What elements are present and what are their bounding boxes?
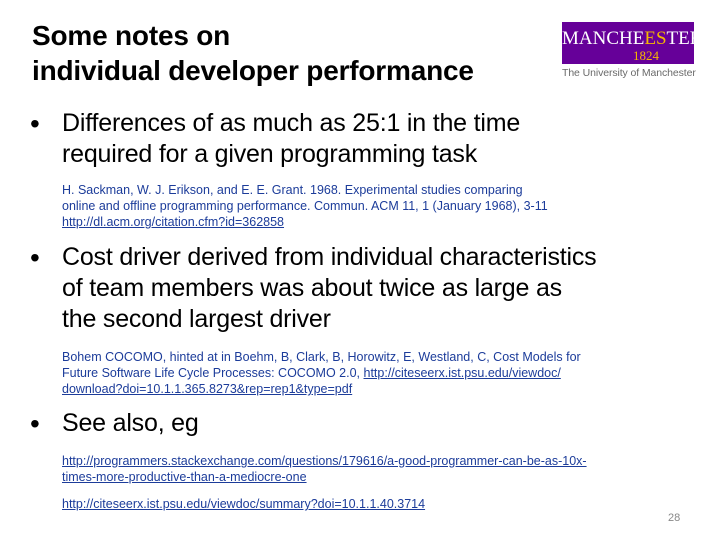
reference-3b: http://citeseerx.ist.psu.edu/viewdoc/sum… [62, 496, 425, 512]
bullet-text-3: See also, eg [62, 408, 199, 439]
slide-title: Some notes on individual developer perfo… [32, 18, 474, 88]
bullet-3-line-1: See also, eg [62, 409, 199, 437]
reference-2-line-1: Bohem COCOMO, hinted at in Boehm, B, Cla… [62, 350, 581, 364]
logo-wordmark: MANCHEESTER [562, 28, 702, 50]
reference-3-link-2[interactable]: http://citeseerx.ist.psu.edu/viewdoc/sum… [62, 497, 426, 511]
bullet-marker-1: • [30, 108, 40, 139]
bullet-1-line-1: Differences of as much as 25:1 in the ti… [62, 109, 521, 137]
reference-3-link-1-line-2[interactable]: times-more-productive-than-a-mediocre-on… [62, 470, 307, 484]
bullet-text-1: Differences of as much as 25:1 in the ti… [62, 108, 520, 170]
reference-2-mixed-text: Future Software Life Cycle Processes: CO… [62, 366, 364, 380]
bullet-2-line-3: the second largest driver [62, 305, 331, 333]
university-logo: MANCHEESTER 1824 The University of Manch… [562, 22, 702, 79]
slide-title-line-2: individual developer performance [32, 55, 474, 86]
reference-3: http://programmers.stackexchange.com/que… [62, 453, 587, 485]
bullet-2-line-1: Cost driver derived from individual char… [62, 243, 597, 271]
logo-name-end: TER [666, 28, 703, 49]
reference-2: Bohem COCOMO, hinted at in Boehm, B, Cla… [62, 349, 581, 397]
reference-1-line-2: online and offline programming performan… [62, 199, 548, 213]
logo-name-highlight: ES [644, 28, 667, 49]
logo-subtitle: The University of Manchester [562, 67, 696, 79]
bullet-2-line-2: of team members was about twice as large… [62, 274, 562, 302]
slide-title-line-1: Some notes on [32, 20, 231, 51]
logo-badge: MANCHEESTER 1824 [562, 22, 702, 64]
reference-3-link-1-line-1[interactable]: http://programmers.stackexchange.com/que… [62, 454, 587, 468]
reference-1-link[interactable]: http://dl.acm.org/citation.cfm?id=362858 [62, 215, 285, 229]
page-number: 28 [668, 512, 681, 524]
bullet-marker-3: • [30, 408, 40, 439]
reference-2-link-end[interactable]: download?doi=10.1.1.365.8273&rep=rep1&ty… [62, 382, 353, 396]
logo-name-start: MANCHE [562, 28, 645, 49]
reference-2-line-2: Future Software Life Cycle Processes: CO… [62, 365, 581, 381]
logo-year: 1824 [633, 48, 659, 63]
reference-1: H. Sackman, W. J. Erikson, and E. E. Gra… [62, 182, 548, 230]
bullet-1-line-2: required for a given programming task [62, 140, 478, 168]
bullet-text-2: Cost driver derived from individual char… [62, 242, 597, 335]
reference-1-line-1: H. Sackman, W. J. Erikson, and E. E. Gra… [62, 183, 523, 197]
bullet-marker-2: • [30, 242, 40, 273]
reference-2-link-start[interactable]: http://citeseerx.ist.psu.edu/viewdoc/ [363, 366, 561, 380]
